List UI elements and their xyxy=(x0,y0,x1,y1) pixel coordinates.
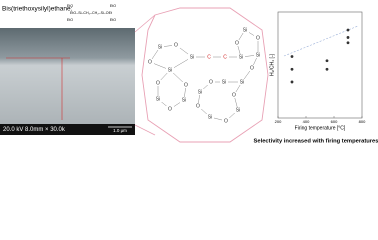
atom: C xyxy=(223,54,227,60)
zoom-octagon xyxy=(141,7,269,143)
formula-line: EtO xyxy=(67,4,73,8)
sem-bar xyxy=(0,124,135,135)
sem-image xyxy=(0,28,135,135)
title: Bis(triethoxysilyl)ethane: xyxy=(2,6,73,13)
atom: Si xyxy=(208,114,212,120)
x-axis-label: Firing temperature [°C] xyxy=(295,125,346,131)
atom: Si xyxy=(256,52,260,58)
atom-bg xyxy=(221,54,229,60)
atom: O xyxy=(174,42,178,48)
trend-line xyxy=(283,25,359,57)
atom-bg xyxy=(234,107,242,113)
point xyxy=(346,36,350,39)
atom-bg xyxy=(222,118,230,124)
atom-bg xyxy=(194,103,202,109)
atom: Si xyxy=(156,96,160,102)
point xyxy=(290,67,294,71)
formula-line: EtO–Si–CH₂–CH₂–Si–OEt xyxy=(70,11,112,15)
atom-bg xyxy=(254,52,262,58)
figure: Bis(triethoxysilyl)ethane: EtO EtO EtO–S… xyxy=(0,4,378,145)
x-tick-label: 600 xyxy=(331,119,338,124)
network: O Si O Si C C Si O Si O Si O Si O Si O Si O Si O Si Si O Si O Si O xyxy=(146,27,262,124)
atom-bg xyxy=(205,54,213,60)
sem-scale: 1.0 μm xyxy=(113,128,127,133)
atom-bg xyxy=(196,89,204,95)
atom: Si xyxy=(168,67,172,73)
atom: Si xyxy=(239,54,243,60)
atom-bg xyxy=(241,27,249,33)
formula-line: EtO xyxy=(110,18,116,22)
point xyxy=(290,80,294,84)
zoom-line xyxy=(134,14,156,33)
formula-line: EtO xyxy=(67,18,73,22)
atom: Si xyxy=(182,97,186,103)
atom: Si xyxy=(158,44,162,50)
atom-bg xyxy=(154,80,162,86)
sem-info: 20.0 kV 8.0mm × 30.0k xyxy=(3,127,66,133)
point xyxy=(325,59,329,63)
x-tick-label: 200 xyxy=(275,119,282,124)
zoom-line xyxy=(134,124,156,136)
point xyxy=(325,67,329,71)
formula-line: EtO xyxy=(110,4,116,8)
atom: O xyxy=(250,65,254,71)
point xyxy=(290,55,294,58)
atom: Si xyxy=(222,79,226,85)
atom-bg xyxy=(206,114,214,120)
atom-bg xyxy=(188,54,196,60)
atom: O xyxy=(156,80,160,86)
atom-bg xyxy=(230,92,238,98)
atom: O xyxy=(148,59,152,65)
atom-bg xyxy=(254,35,262,41)
point xyxy=(346,28,350,32)
atom-bg xyxy=(166,67,174,73)
atom: Si xyxy=(243,27,247,33)
plot-frame xyxy=(277,11,363,119)
atom: O xyxy=(224,118,228,124)
atom: O xyxy=(209,79,213,85)
atom-bg xyxy=(156,44,164,50)
atom-bg xyxy=(146,59,154,65)
atom-bg xyxy=(166,106,174,112)
y-axis-label: H₂/CH₄ [-] xyxy=(269,53,275,76)
atom: O xyxy=(168,106,172,112)
x-tick-label: 400 xyxy=(303,119,310,124)
caption: Selectivity increased with firing temper… xyxy=(254,139,378,145)
atom-bg xyxy=(248,65,256,71)
chart: 200 400 600 800 Firing temperature [°C] H₂/CH… xyxy=(254,11,378,145)
atom-bg xyxy=(182,82,190,88)
atom: O xyxy=(232,92,236,98)
atom-bg xyxy=(207,79,215,85)
point xyxy=(346,41,350,45)
atom: Si xyxy=(240,79,244,85)
atom: O xyxy=(184,82,188,88)
atom: C xyxy=(207,54,211,60)
atom-bg xyxy=(180,97,188,103)
atom: Si xyxy=(236,107,240,113)
atom: Si xyxy=(198,89,202,95)
formula: EtO EtO EtO–Si–CH₂–CH₂–Si–OEt EtO EtO xyxy=(67,4,116,22)
atom: Si xyxy=(190,54,194,60)
atom: O xyxy=(235,40,239,46)
atom-bg xyxy=(233,40,241,46)
atom: O xyxy=(196,103,200,109)
atom-bg xyxy=(237,54,245,60)
x-tick-label: 800 xyxy=(359,119,366,124)
atom: O xyxy=(256,35,260,41)
atom-bg xyxy=(154,96,162,102)
atom-bg xyxy=(172,42,180,48)
atom-bg xyxy=(238,79,246,85)
atom-bg xyxy=(220,79,228,85)
